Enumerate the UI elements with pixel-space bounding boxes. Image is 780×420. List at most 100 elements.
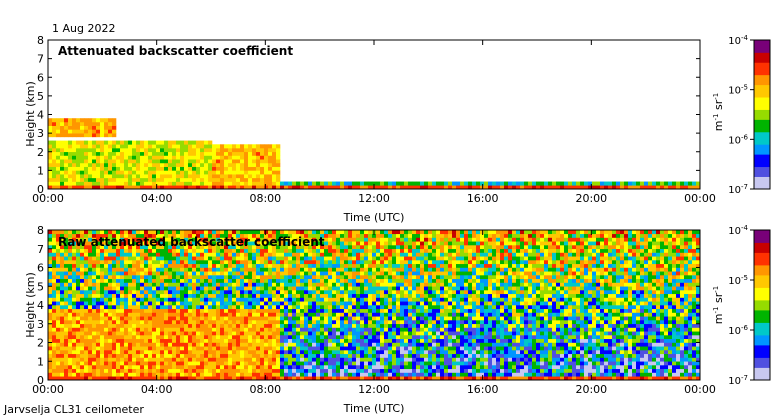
heatmap-cell [344,252,349,257]
heatmap-cell [116,316,121,321]
heatmap-cell [348,316,353,321]
heatmap-cell [296,342,301,347]
heatmap-cell [132,159,137,164]
heatmap-cell [156,245,161,250]
heatmap-cell [164,316,169,321]
heatmap-cell [256,312,261,317]
heatmap-cell [244,155,249,160]
heatmap-cell [296,346,301,351]
heatmap-cell [240,286,245,291]
heatmap-cell [384,230,389,235]
heatmap-cell [216,282,221,287]
heatmap-cell [196,148,201,153]
heatmap-cell [100,140,105,145]
heatmap-cell [76,335,81,340]
heatmap-cell [372,267,377,272]
heatmap-cell [440,185,445,190]
heatmap-cell [208,148,213,153]
heatmap-cell [268,237,273,242]
heatmap-cell [264,286,269,291]
heatmap-cell [328,252,333,257]
heatmap-cell [116,263,121,268]
heatmap-cell [236,357,241,362]
heatmap-cell [396,365,401,370]
heatmap-cell [288,260,293,265]
heatmap-cell [220,151,225,156]
heatmap-cell [280,320,285,325]
heatmap-cell [100,241,105,246]
heatmap-cell [172,331,177,336]
heatmap-cell [236,181,241,186]
heatmap-cell [380,260,385,265]
heatmap-cell [308,245,313,250]
heatmap-cell [212,148,217,153]
heatmap-cell [56,327,61,332]
heatmap-cell [324,376,329,381]
heatmap-cell [420,342,425,347]
heatmap-cell [92,293,97,298]
heatmap-cell [360,181,365,186]
heatmap-cell [164,267,169,272]
heatmap-cell [340,293,345,298]
heatmap-cell [108,166,113,171]
heatmap-cell [404,290,409,295]
heatmap-cell [176,327,181,332]
heatmap-cell [348,327,353,332]
heatmap-cell [324,335,329,340]
heatmap-cell [220,342,225,347]
heatmap-cell [112,301,117,306]
heatmap-cell [268,230,273,235]
heatmap-cell [88,170,93,175]
heatmap-cell [384,297,389,302]
heatmap-cell [152,144,157,149]
heatmap-cell [96,181,101,186]
heatmap-cell [60,331,65,336]
x-tick-label: 16:00 [467,192,499,205]
heatmap-cell [104,368,109,373]
heatmap-cell [76,327,81,332]
heatmap-cell [272,376,277,381]
heatmap-cell [116,271,121,276]
heatmap-cell [316,245,321,250]
heatmap-cell [312,353,317,358]
heatmap-cell [52,129,57,134]
heatmap-cell [304,320,309,325]
heatmap-cell [348,252,353,257]
heatmap-cell [240,233,245,238]
heatmap-cell [312,263,317,268]
heatmap-cell [308,316,313,321]
heatmap-cell [352,335,357,340]
heatmap-cell [252,346,257,351]
heatmap-cell [248,308,253,313]
heatmap-cell [76,282,81,287]
heatmap-cell [248,275,253,280]
heatmap-cell [92,118,97,123]
heatmap-cell [124,271,129,276]
heatmap-cell [256,144,261,149]
heatmap-cell [256,350,261,355]
heatmap-cell [388,245,393,250]
heatmap-cell [424,372,429,377]
heatmap-cell [296,327,301,332]
heatmap-cell [348,230,353,235]
heatmap-cell [248,252,253,257]
heatmap-cell [136,305,141,310]
heatmap-cell [408,267,413,272]
heatmap-cell [252,335,257,340]
heatmap-cell [232,320,237,325]
heatmap-cell [104,252,109,257]
heatmap-cell [96,365,101,370]
heatmap-cell [120,290,125,295]
heatmap-cell [276,301,281,306]
heatmap-cell [80,278,85,283]
heatmap-cell [320,278,325,283]
heatmap-cell [352,293,357,298]
heatmap-cell [332,241,337,246]
heatmap-cell [212,155,217,160]
heatmap-cell [56,342,61,347]
heatmap-cell [416,346,421,351]
colorbar-swatch [754,112,770,115]
heatmap-cell [428,316,433,321]
heatmap-cell [368,256,373,261]
heatmap-cell [200,376,205,381]
